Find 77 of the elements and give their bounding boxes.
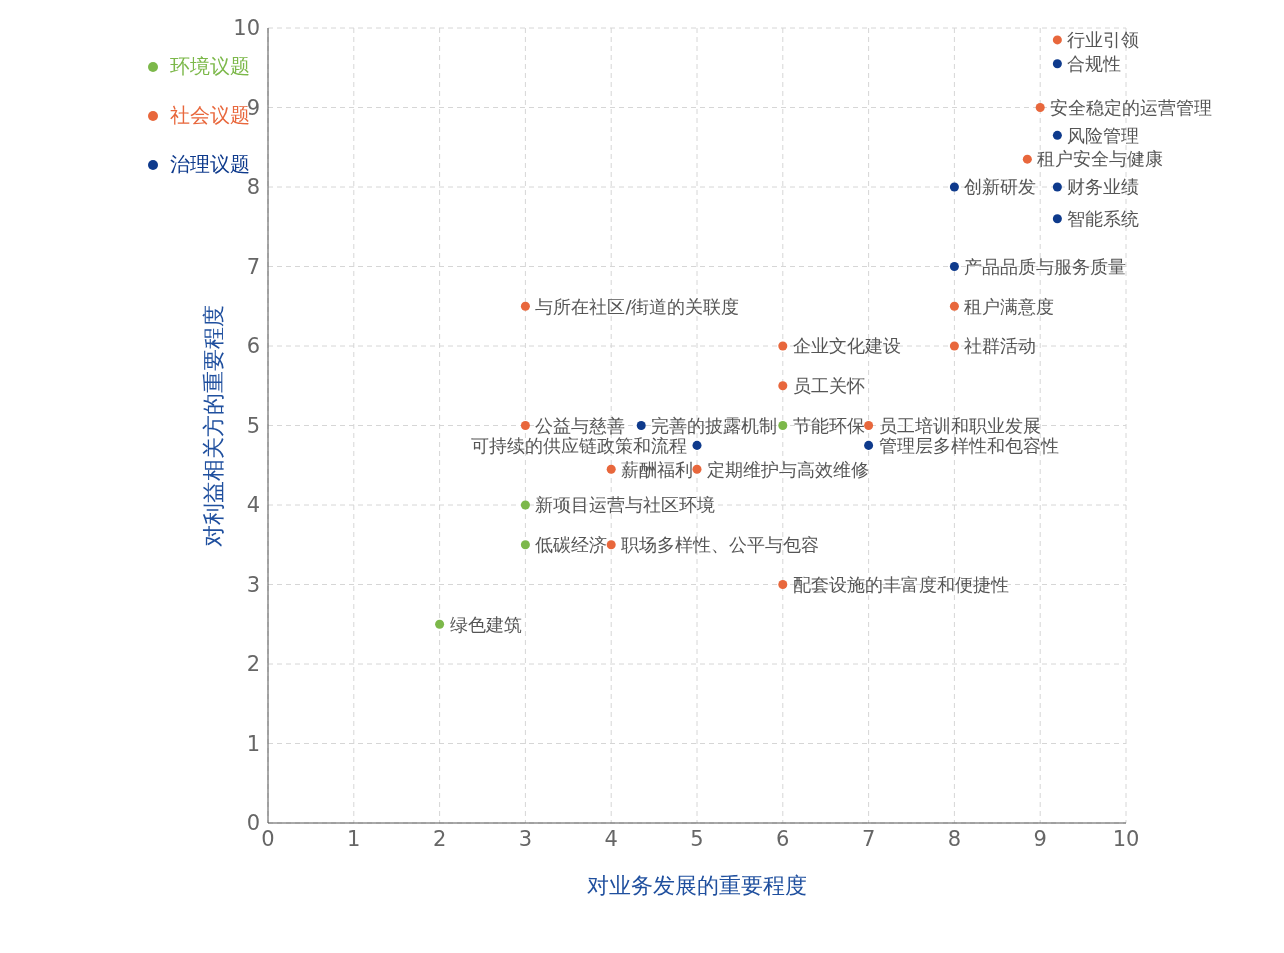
point <box>1052 130 1062 140</box>
point <box>1052 182 1062 192</box>
x-tick-label: 5 <box>690 826 704 851</box>
annotation: 风险管理 <box>1067 124 1140 146</box>
point <box>949 341 959 351</box>
y-tick-label: 7 <box>246 254 260 279</box>
x-tick-label: 1 <box>347 826 361 851</box>
point <box>606 464 616 474</box>
annotation: 定期维护与高效维修 <box>707 458 869 480</box>
point <box>606 540 616 550</box>
y-tick-label: 3 <box>246 572 260 597</box>
annotation: 完善的披露机制 <box>651 414 778 436</box>
point <box>1052 35 1062 45</box>
point <box>1052 59 1062 69</box>
annotation: 产品品质与服务质量 <box>964 255 1127 277</box>
point <box>864 440 874 450</box>
point <box>435 619 445 629</box>
legend-label: 治理议题 <box>170 151 250 178</box>
y-tick-label: 8 <box>246 175 260 200</box>
x-tick-label: 4 <box>604 826 618 851</box>
y-axis-title: 对利益相关方的重要程度 <box>200 304 226 547</box>
annotation: 租户安全与健康 <box>1037 148 1164 170</box>
annotation: 配套设施的丰富度和便捷性 <box>792 573 1009 595</box>
point <box>520 420 530 431</box>
annotation: 公益与慈善 <box>535 414 626 436</box>
point <box>778 341 788 351</box>
annotation: 租户满意度 <box>964 295 1055 317</box>
point <box>778 579 788 590</box>
y-tick-label: 2 <box>246 652 260 677</box>
annotation: 职场多样性、公平与包容 <box>621 534 820 556</box>
x-tick-label: 6 <box>776 826 790 851</box>
annotation: 智能系统 <box>1067 208 1140 230</box>
annotation: 与所在社区/街道的关联度 <box>535 295 740 317</box>
point <box>1052 214 1062 224</box>
x-axis-title: 对业务发展的重要程度 <box>587 873 807 898</box>
annotation: 财务业绩 <box>1067 176 1140 198</box>
point <box>692 440 702 450</box>
annotation: 可持续的供应链政策和流程 <box>471 434 687 456</box>
point <box>778 381 788 391</box>
annotation: 员工关怀 <box>792 375 865 397</box>
legend-label: 环境议题 <box>170 53 250 80</box>
x-tick-label: 10 <box>1112 826 1140 851</box>
annotation: 安全稳定的运营管理 <box>1050 96 1213 118</box>
annotation: 管理层多样性和包容性 <box>878 434 1059 456</box>
annotation: 创新研发 <box>964 176 1037 198</box>
point <box>1022 154 1032 164</box>
point <box>1035 102 1045 113</box>
y-tick-label: 6 <box>246 334 260 359</box>
point <box>520 540 530 550</box>
annotation: 新项目运营与社区环境 <box>535 494 716 516</box>
y-tick-label: 1 <box>246 731 260 756</box>
point <box>949 261 959 272</box>
annotation: 节能环保 <box>792 414 865 436</box>
annotation: 低碳经济 <box>535 534 608 556</box>
point <box>864 420 874 431</box>
annotation: 员工培训和职业发展 <box>878 414 1041 436</box>
point <box>692 464 702 474</box>
y-tick-label: 4 <box>246 493 260 518</box>
point <box>778 420 788 431</box>
x-tick-label: 2 <box>432 826 447 851</box>
x-tick-label: 9 <box>1033 826 1047 851</box>
annotation: 企业文化建设 <box>792 335 901 357</box>
point <box>520 500 530 510</box>
point <box>520 301 530 311</box>
annotation: 绿色建筑 <box>449 613 522 635</box>
y-tick-label: 10 <box>233 16 260 41</box>
point <box>949 301 959 311</box>
annotation: 社群活动 <box>964 335 1037 357</box>
point <box>949 182 959 192</box>
annotation: 行业引领 <box>1067 29 1140 51</box>
point <box>636 420 646 431</box>
y-tick-label: 5 <box>246 413 260 438</box>
annotation: 合规性 <box>1067 53 1122 75</box>
annotation: 薪酬福利 <box>621 458 694 480</box>
x-tick-label: 3 <box>518 826 533 851</box>
x-tick-label: 7 <box>861 826 876 851</box>
x-tick-label: 8 <box>947 826 962 851</box>
